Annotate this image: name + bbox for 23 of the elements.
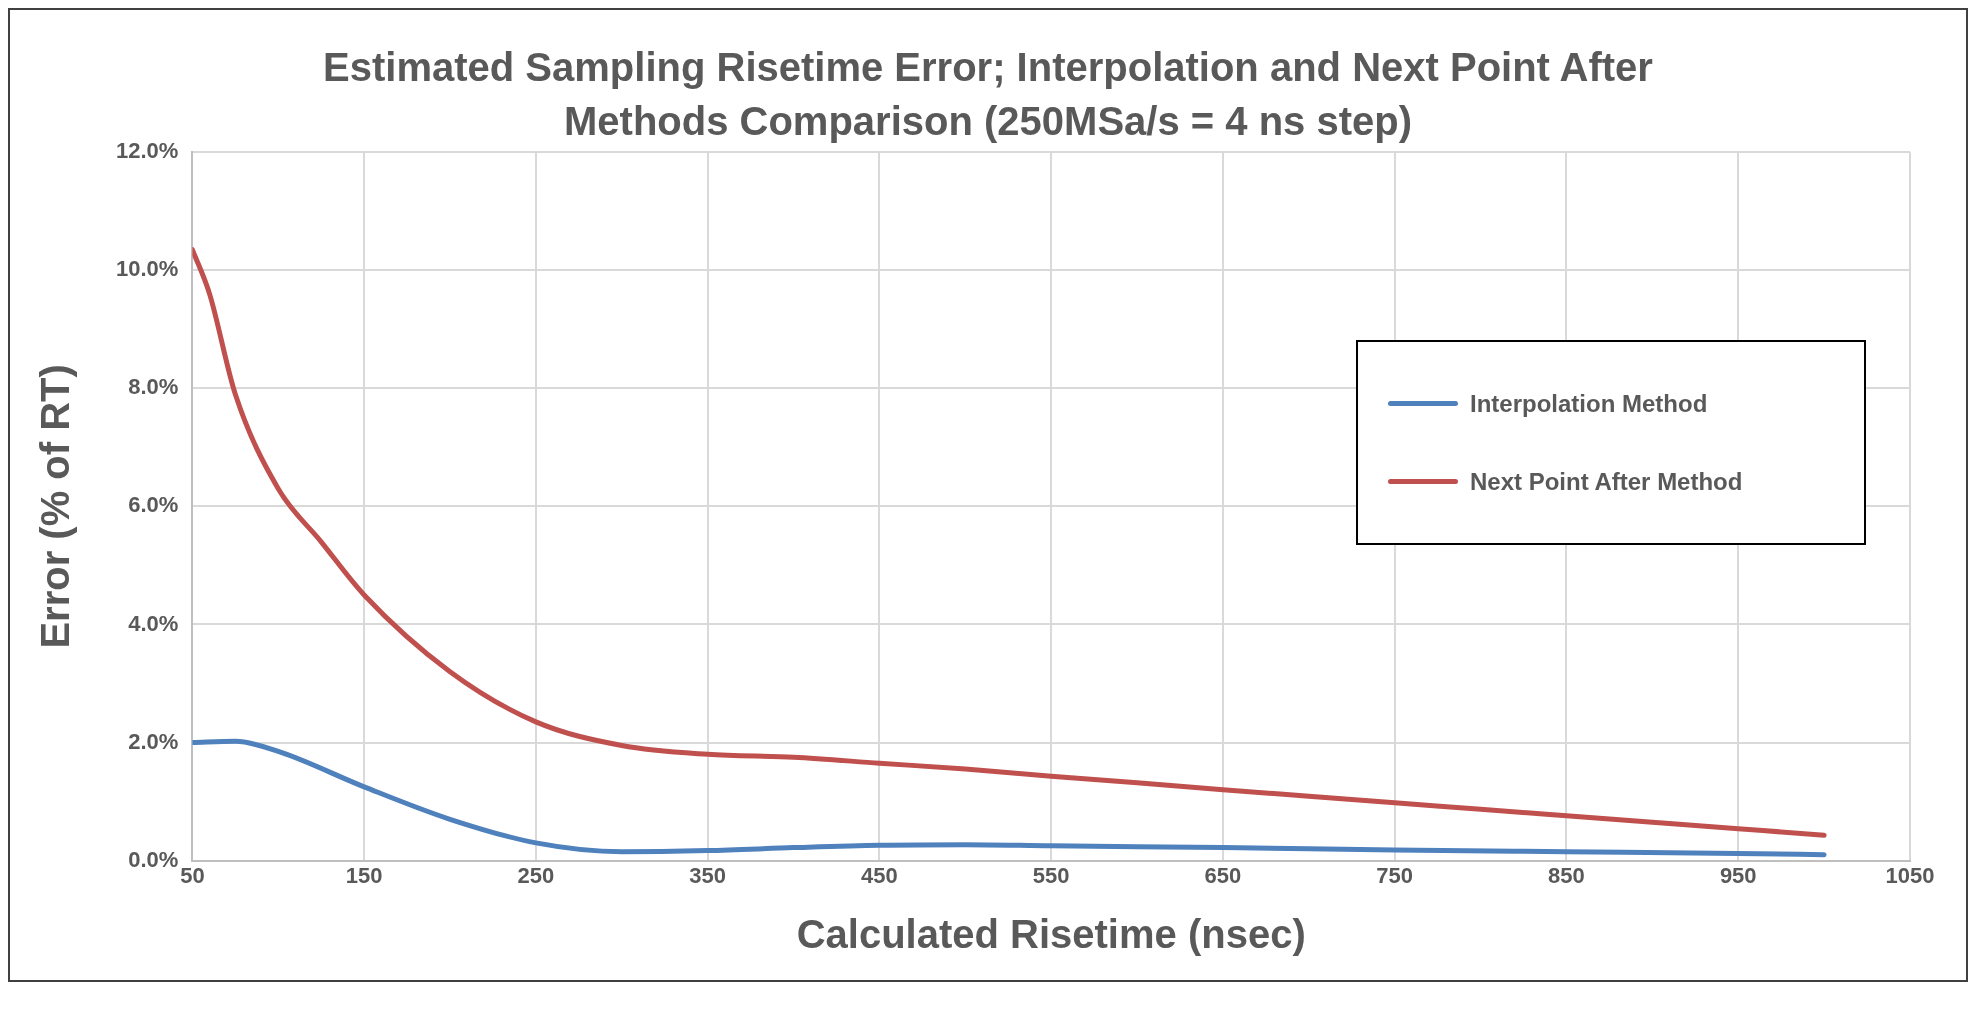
y-axis-title: Error (% of RT) — [33, 364, 78, 649]
y-tick-label: 6.0% — [128, 492, 179, 518]
x-tick-label: 50 — [180, 862, 205, 888]
x-tick-label: 850 — [1548, 862, 1585, 888]
y-tick-label: 0.0% — [128, 846, 179, 872]
x-tick-label: 550 — [1032, 862, 1070, 888]
x-tick-label: 250 — [517, 862, 555, 888]
x-tick-label: 650 — [1204, 862, 1242, 888]
y-tick-label: 4.0% — [128, 610, 179, 636]
x-tick-label: 1050 — [1885, 862, 1935, 888]
y-tick-label: 10.0% — [115, 256, 179, 282]
x-tick-label: 350 — [689, 862, 727, 888]
y-tick-label: 8.0% — [128, 374, 179, 400]
y-tick-label: 2.0% — [128, 728, 179, 754]
legend-label: Interpolation Method — [1470, 389, 1708, 418]
x-tick-label: 750 — [1376, 862, 1414, 888]
x-tick-label: 450 — [861, 862, 898, 888]
x-tick-label: 150 — [345, 862, 383, 888]
x-axis-title: Calculated Risetime (nsec) — [796, 912, 1306, 957]
chart-title: Estimated Sampling Risetime Error; Interpolation and Next Point After Methods Comparison (250MSa/s = 4 ns step) — [322, 44, 1654, 143]
x-tick-label: 950 — [1719, 862, 1757, 888]
legend-label: Next Point After Method — [1470, 467, 1743, 496]
y-tick-label: 12.0% — [115, 138, 179, 164]
